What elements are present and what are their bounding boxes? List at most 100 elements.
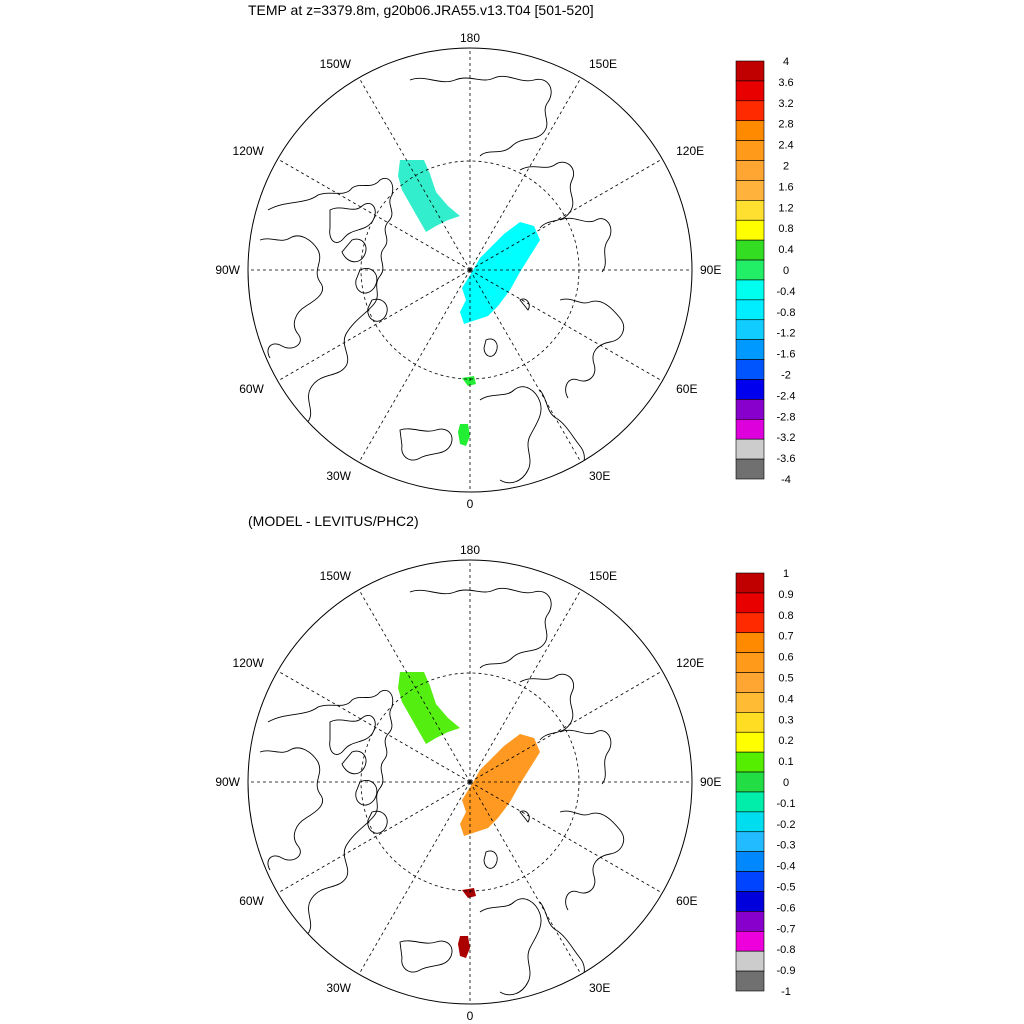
colorbar-label: -0.3 <box>777 840 796 852</box>
colorbar-label: 0.7 <box>778 631 793 643</box>
coastline <box>399 940 453 973</box>
colorbar-swatch <box>735 811 765 833</box>
data-region <box>398 160 460 232</box>
colorbar-swatch <box>735 120 765 141</box>
coastline <box>483 850 498 869</box>
coastline <box>559 298 624 399</box>
coastline <box>399 428 453 461</box>
colorbar-label: 0.4 <box>778 244 793 256</box>
colorbar-label: -0.2 <box>777 819 796 831</box>
coastline <box>341 238 367 263</box>
colorbar-swatch <box>735 379 765 400</box>
longitude-label: 0 <box>467 1009 474 1023</box>
coastline <box>483 338 498 357</box>
longitude-label: 90W <box>215 263 240 277</box>
colorbar-label: 2.8 <box>778 119 793 131</box>
longitude-label: 150W <box>320 569 352 583</box>
coastline <box>409 587 552 669</box>
colorbar-swatch <box>735 771 765 793</box>
meridian-line <box>469 670 663 783</box>
colorbar-label: -3.6 <box>777 453 796 465</box>
longitude-label: 180 <box>460 31 480 45</box>
panel-2-title: (MODEL - LEVITUS/PHC2) <box>248 513 419 529</box>
coastline <box>355 268 378 294</box>
meridian-line <box>277 781 471 894</box>
data-region <box>462 888 476 898</box>
colorbar-swatch <box>735 632 765 653</box>
meridian-line <box>469 781 582 975</box>
meridian-line <box>277 269 471 382</box>
longitude-label: 90E <box>700 263 721 277</box>
colorbar-label: -2 <box>781 370 791 382</box>
colorbar-label: 0.6 <box>778 652 793 664</box>
colorbar-label: -0.5 <box>777 882 796 894</box>
colorbar-label: 0 <box>783 265 789 277</box>
colorbar-swatch <box>735 930 765 952</box>
longitude-label: 60W <box>239 382 264 396</box>
coastline <box>479 898 542 996</box>
data-region <box>398 672 460 744</box>
polar-map-panel-2: 180 150E 120E 90E 60E 30E 0 30W 60W 90W 120W 150W 1 0… <box>215 543 796 1023</box>
colorbar-label: -0.4 <box>777 286 796 298</box>
coastline <box>519 673 574 741</box>
coastline <box>267 689 394 971</box>
longitude-label: 120W <box>233 656 265 670</box>
colorbar-label: 0 <box>783 777 789 789</box>
colorbar-swatch <box>735 791 765 813</box>
colorbar-label: 3.2 <box>778 98 793 110</box>
colorbar-swatch <box>735 712 765 733</box>
coastlines <box>259 587 624 996</box>
coastline <box>559 217 612 273</box>
colorbar-swatch <box>735 871 765 892</box>
colorbar-swatch <box>735 140 765 161</box>
colorbar-label: 0.5 <box>778 673 793 685</box>
colorbar-swatch <box>735 851 765 872</box>
colorbar-label: -2.4 <box>777 390 796 402</box>
colorbar-label: 0.1 <box>778 756 793 768</box>
meridian-line <box>469 781 663 894</box>
colorbar-label: -2.8 <box>777 411 796 423</box>
colorbar-label: 2.4 <box>778 140 793 152</box>
colorbar-label: 2 <box>783 161 789 173</box>
colorbar-swatch <box>735 970 765 992</box>
colorbar-swatch <box>735 359 765 380</box>
colorbar-swatch <box>735 60 765 82</box>
longitude-label: 150W <box>320 57 352 71</box>
longitude-label: 60E <box>676 894 697 908</box>
colorbar-label: -0.9 <box>777 965 796 977</box>
panel-1-title: TEMP at z=3379.8m, g20b06.JRA55.v13.T04 … <box>248 2 594 18</box>
coastline <box>267 177 394 459</box>
colorbar-swatch <box>735 80 765 102</box>
data-region <box>460 734 540 836</box>
coastline <box>341 750 367 775</box>
meridian-line <box>358 77 471 271</box>
colorbar-swatch <box>735 299 765 321</box>
colorbar-swatch <box>735 458 765 480</box>
map-boundary <box>247 559 693 1005</box>
data-region <box>460 222 540 324</box>
colorbar-label: -1.6 <box>777 349 796 361</box>
coastline <box>367 298 388 322</box>
coastline <box>259 747 324 871</box>
colorbar-label: 4 <box>783 56 789 68</box>
map-boundary <box>247 47 693 493</box>
colorbar-swatch <box>735 950 765 972</box>
longitude-label: 30W <box>326 981 351 995</box>
meridian-line <box>469 77 582 271</box>
meridian-line <box>469 269 582 463</box>
colorbar-label: 0.8 <box>778 610 793 622</box>
meridian-line <box>277 670 471 783</box>
meridian-line <box>358 781 471 975</box>
coastline <box>355 780 378 806</box>
colorbar-label: -3.2 <box>777 432 796 444</box>
colorbar-label: 0.4 <box>778 693 793 705</box>
colorbar-label: 0.2 <box>778 735 793 747</box>
longitude-label: 150E <box>589 569 617 583</box>
colorbar-swatch <box>735 438 765 460</box>
coastline <box>559 729 612 785</box>
meridian-line <box>358 269 471 463</box>
coastline <box>519 161 574 229</box>
colorbar-label: 1.6 <box>778 181 793 193</box>
longitude-label: 60E <box>676 382 697 396</box>
colorbar-label: -0.1 <box>777 798 796 810</box>
